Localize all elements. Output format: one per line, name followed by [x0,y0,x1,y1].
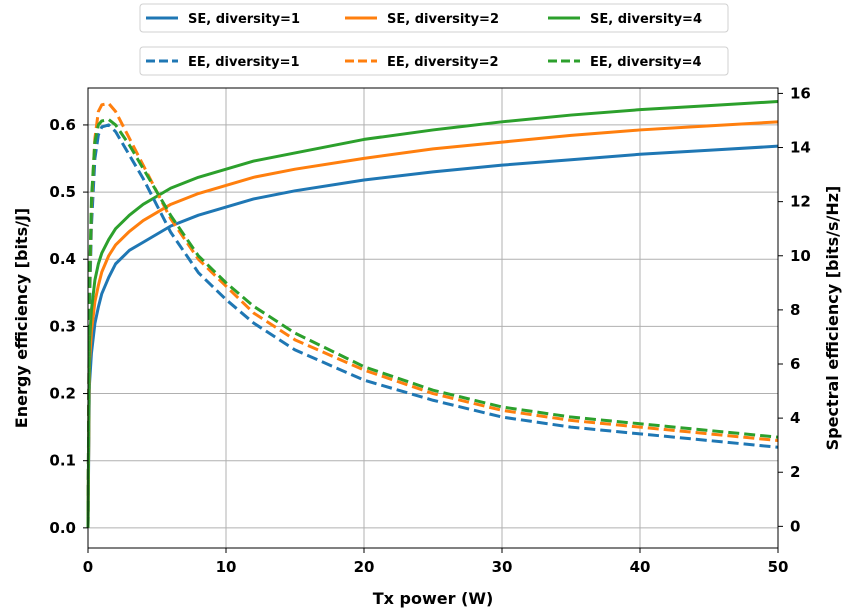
y-axis-left-title: Energy efficiency [bits/J] [12,208,31,428]
x-tick-label: 20 [354,558,375,576]
x-axis-title: Tx power (W) [373,589,494,608]
series-line-ee-0 [86,123,779,528]
y-right-tick-label: 4 [790,409,800,427]
series-line-ee-1 [86,101,779,528]
legend-label: EE, diversity=1 [188,55,300,70]
plot-frame [87,87,779,549]
series-line-se-2 [86,100,779,527]
y-right-tick-label: 10 [790,247,811,265]
y-axis-right-title: Spectral efficiency [bits/s/Hz] [823,186,842,451]
y-right-tick-label: 6 [790,355,800,373]
legend-box [139,3,729,33]
x-tick-label: 30 [492,558,513,576]
y-left-tick-label: 0.0 [49,519,76,537]
x-tick-label: 50 [768,558,789,576]
legend-label: SE, diversity=2 [387,12,499,27]
legend: SE, diversity=1 SE, diversity=2 SE, divers… [139,3,729,76]
series-line-ee-2 [86,118,779,528]
legend-label: EE, diversity=4 [590,55,702,70]
y-right-tick-label: 8 [790,301,800,319]
y-left-tick-label: 0.5 [49,183,76,201]
y-right-tick-label: 0 [790,517,800,535]
legend-label: EE, diversity=2 [387,55,499,70]
legend-label: SE, diversity=1 [188,12,300,27]
x-tick-label: 40 [630,558,651,576]
y-right-tick-label: 2 [790,463,800,481]
y-right-tick-label: 16 [790,84,811,102]
series-line-se-1 [86,120,779,527]
y-left-tick-label: 0.2 [49,385,76,403]
y-right-tick-label: 12 [790,193,811,211]
legend-box [139,46,729,76]
y-right-tick-label: 14 [790,139,811,157]
y-left-tick-label: 0.4 [49,250,76,268]
x-tick-label: 10 [216,558,237,576]
ticks: 0 10 20 30 40 50 0.0 0.1 0.2 0.3 0.4 0.5 0.6 0 2 4 6 8 10 1… [49,84,810,576]
x-tick-label: 0 [83,558,93,576]
y-left-tick-label: 0.1 [49,452,76,470]
series [86,100,779,528]
legend-label: SE, diversity=4 [590,12,702,27]
y-left-tick-label: 0.6 [49,116,76,134]
y-left-tick-label: 0.3 [49,317,76,335]
series-line-se-0 [86,144,779,527]
grid [87,88,779,548]
